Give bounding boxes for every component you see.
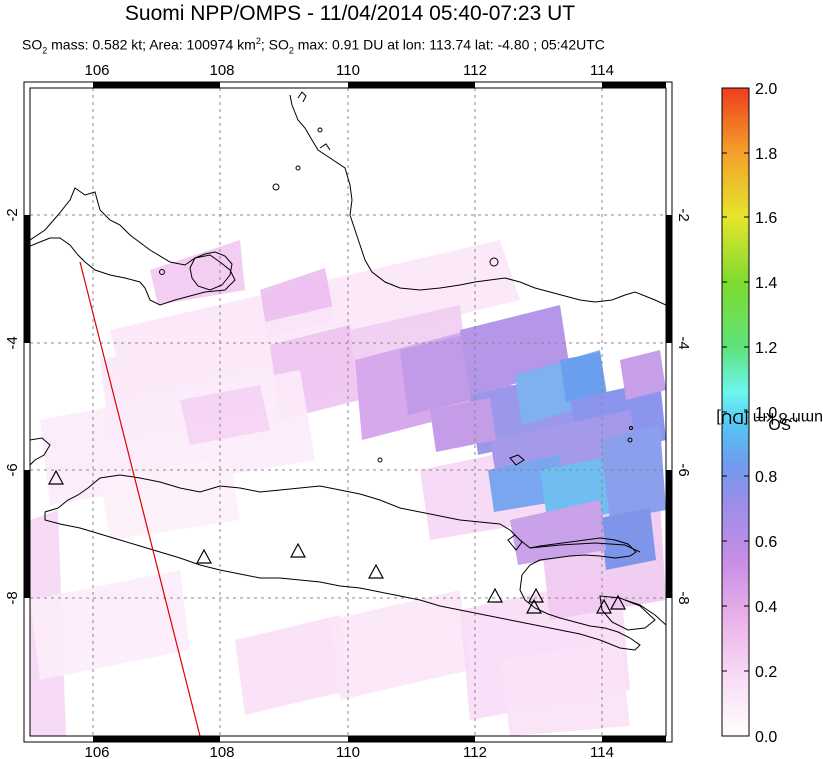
triangle-icon bbox=[486, 587, 504, 603]
triangle-icon bbox=[195, 548, 213, 564]
colorbar-tick-label: 1.4 bbox=[755, 275, 777, 292]
colorbar-tick-label: 0.2 bbox=[755, 664, 777, 681]
lon-tick-label: 114 bbox=[590, 744, 614, 759]
colorbar-tick-label: 0.6 bbox=[755, 534, 777, 551]
map-title: Suomi NPP/OMPS - 11/04/2014 05:40-07:23 … bbox=[124, 2, 576, 25]
colorbar: 2.0 1.8 1.6 1.4 1.2 1.0 0.8 0.6 0.4 0.2 … bbox=[721, 81, 777, 746]
volcano-markers bbox=[47, 469, 627, 614]
lon-tick-label: 108 bbox=[209, 62, 234, 79]
frame-border-bars bbox=[24, 82, 672, 742]
lon-tick-label: 114 bbox=[590, 62, 614, 79]
lon-tick-label: 110 bbox=[336, 744, 360, 759]
lat-tick-label: -8 bbox=[675, 591, 692, 604]
triangle-icon bbox=[367, 563, 385, 579]
lon-tick-label: 112 bbox=[463, 62, 487, 79]
lat-tick-label: -2 bbox=[4, 208, 21, 221]
lon-tick-label: 108 bbox=[209, 744, 234, 759]
lon-tick-label: 110 bbox=[336, 62, 360, 79]
lon-tick-label: 112 bbox=[463, 744, 487, 759]
triangle-icon bbox=[595, 598, 613, 614]
lat-tick-label: -4 bbox=[675, 336, 692, 349]
colorbar-tick-label: 1.6 bbox=[755, 210, 777, 227]
lat-labels-right: -2 -4 -6 -8 bbox=[675, 208, 692, 604]
triangle-icon bbox=[47, 469, 65, 485]
so2-pixels-strong bbox=[355, 305, 666, 570]
lon-tick-label: 106 bbox=[84, 744, 109, 759]
map-subtitle: SO2 mass: 0.582 kt; Area: 100974 km2; SO… bbox=[22, 36, 605, 56]
triangle-icon bbox=[525, 598, 543, 614]
lon-tick-label: 106 bbox=[84, 62, 109, 79]
grid-lines bbox=[30, 88, 666, 736]
colorbar-tick-label: 0.0 bbox=[755, 729, 777, 746]
lat-tick-label: -4 bbox=[4, 336, 21, 349]
triangle-icon bbox=[609, 594, 627, 610]
orbit-track-line bbox=[79, 261, 201, 736]
colorbar-tick-label: 2.0 bbox=[755, 81, 777, 98]
map-area bbox=[30, 88, 666, 736]
lat-labels-left: -2 -4 -6 -8 bbox=[4, 208, 21, 604]
colorbar-tick-label: 0.4 bbox=[755, 599, 777, 616]
lon-labels-top: 106 108 110 112 114 bbox=[84, 62, 613, 79]
lon-labels-bottom: 106 108 110 112 114 bbox=[84, 744, 613, 759]
colorbar-tick-label: 0.8 bbox=[755, 469, 777, 486]
colorbar-tick-label: 1.0 bbox=[755, 405, 777, 422]
coastlines bbox=[30, 91, 666, 651]
lat-tick-label: -6 bbox=[4, 463, 21, 476]
triangle-icon bbox=[289, 542, 307, 558]
lat-tick-label: -6 bbox=[675, 463, 692, 476]
colorbar-tick-label: 1.8 bbox=[755, 146, 777, 163]
colorbar-tick-label: 1.2 bbox=[755, 340, 777, 357]
lat-tick-label: -2 bbox=[675, 208, 692, 221]
lat-tick-label: -8 bbox=[4, 591, 21, 604]
triangle-icon bbox=[527, 587, 545, 603]
